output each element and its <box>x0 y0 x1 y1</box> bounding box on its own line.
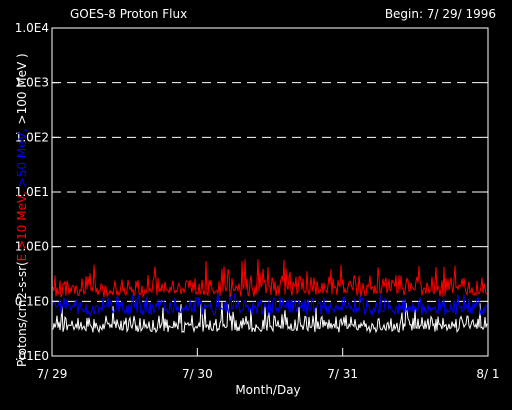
x-tick-label: 7/ 31 <box>327 367 358 381</box>
series-line-10mev <box>52 259 488 299</box>
y-axis-label-prefix: Protons/cm2-s-sr( <box>15 261 29 367</box>
x-axis-label: Month/Day <box>235 383 300 397</box>
begin-date-label: Begin: 7/ 29/ 1996 <box>385 7 496 21</box>
x-axis-ticks: 7/ 29 7/ 30 7/ 31 8/ 1 <box>37 348 500 381</box>
y-axis-label-50mev: >50 MeV, <box>15 124 29 187</box>
series-line-100mev <box>52 302 488 334</box>
grid-lines <box>52 82 488 302</box>
y-tick-label: 1.0E4 <box>15 21 49 35</box>
y-axis-label: Protons/cm2-s-sr(E >10 MeV, >50 MeV, >10… <box>15 53 29 367</box>
x-tick-label: 7/ 29 <box>37 367 68 381</box>
y-axis-label-100mev: >100 MeV ) <box>15 53 29 124</box>
y-axis-label-10mev: E >10 MeV, <box>15 187 29 261</box>
y-tick-label: 0.1E0 <box>15 294 49 308</box>
chart-title: GOES-8 Proton Flux <box>70 7 187 21</box>
y-tick-label: 1.0E1 <box>15 185 49 199</box>
y-axis-ticks: 1.0E4 1.0E3 1.0E2 1.0E1 1.0E0 0.1E0 .01E0 <box>15 21 488 363</box>
y-tick-label: 1.0E0 <box>15 240 49 254</box>
x-tick-label: 7/ 30 <box>182 367 213 381</box>
series-line-50mev <box>52 293 488 317</box>
series-group <box>52 259 488 334</box>
y-tick-label: .01E0 <box>15 349 49 363</box>
y-tick-label: 1.0E3 <box>15 76 49 90</box>
x-tick-label: 8/ 1 <box>476 367 499 381</box>
y-tick-label: 1.0E2 <box>15 130 49 144</box>
